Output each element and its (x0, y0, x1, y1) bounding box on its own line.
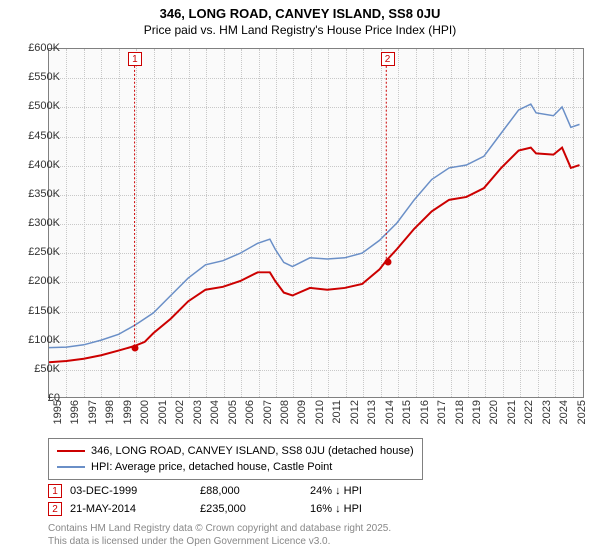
x-tick-label: 1999 (122, 400, 134, 432)
x-tick-label: 2011 (331, 400, 343, 432)
attribution-line1: Contains HM Land Registry data © Crown c… (48, 522, 391, 535)
x-tick-label: 2012 (349, 400, 361, 432)
series-line (49, 148, 580, 363)
x-tick-label: 2022 (523, 400, 535, 432)
sale-date: 03-DEC-1999 (70, 485, 200, 497)
chart-lines (49, 49, 583, 397)
attribution-line2: This data is licensed under the Open Gov… (48, 535, 391, 548)
legend-label-hpi: HPI: Average price, detached house, Cast… (91, 461, 332, 473)
sale-marker-dot (131, 344, 138, 351)
x-tick-label: 2005 (227, 400, 239, 432)
sale-marker-dot (384, 258, 391, 265)
x-tick-label: 2007 (262, 400, 274, 432)
sale-marker-box: 2 (381, 52, 395, 66)
x-tick-label: 2010 (314, 400, 326, 432)
title-line1: 346, LONG ROAD, CANVEY ISLAND, SS8 0JU (0, 6, 600, 23)
x-tick-label: 2006 (244, 400, 256, 432)
sale-index-box: 2 (48, 502, 62, 516)
x-tick-label: 2004 (209, 400, 221, 432)
x-tick-label: 2013 (366, 400, 378, 432)
x-tick-label: 2024 (558, 400, 570, 432)
x-tick-label: 1996 (69, 400, 81, 432)
sale-row: 1 03-DEC-1999 £88,000 24% ↓ HPI (48, 482, 410, 500)
x-tick-label: 2017 (436, 400, 448, 432)
x-tick-label: 2020 (488, 400, 500, 432)
x-tick-label: 2015 (401, 400, 413, 432)
x-tick-label: 2001 (157, 400, 169, 432)
x-tick-label: 2016 (419, 400, 431, 432)
title-line2: Price paid vs. HM Land Registry's House … (0, 23, 600, 39)
chart-plot-area: 12 (48, 48, 584, 398)
sale-price: £235,000 (200, 503, 310, 515)
x-tick-label: 1995 (52, 400, 64, 432)
legend: 346, LONG ROAD, CANVEY ISLAND, SS8 0JU (… (48, 438, 423, 480)
chart-title: 346, LONG ROAD, CANVEY ISLAND, SS8 0JU P… (0, 0, 600, 38)
sale-price: £88,000 (200, 485, 310, 497)
legend-swatch-hpi (57, 466, 85, 468)
x-tick-label: 2000 (139, 400, 151, 432)
sale-diff: 24% ↓ HPI (310, 485, 410, 497)
x-tick-label: 2023 (541, 400, 553, 432)
sale-row: 2 21-MAY-2014 £235,000 16% ↓ HPI (48, 500, 410, 518)
series-line (49, 104, 580, 348)
attribution: Contains HM Land Registry data © Crown c… (48, 522, 391, 548)
sales-table: 1 03-DEC-1999 £88,000 24% ↓ HPI 2 21-MAY… (48, 482, 410, 518)
x-tick-label: 2014 (384, 400, 396, 432)
x-tick-label: 2009 (296, 400, 308, 432)
legend-label-property: 346, LONG ROAD, CANVEY ISLAND, SS8 0JU (… (91, 445, 414, 457)
sale-date: 21-MAY-2014 (70, 503, 200, 515)
x-tick-label: 2008 (279, 400, 291, 432)
sale-index-box: 1 (48, 484, 62, 498)
x-tick-label: 2018 (454, 400, 466, 432)
sale-marker-box: 1 (128, 52, 142, 66)
x-tick-label: 2019 (471, 400, 483, 432)
x-tick-label: 2025 (576, 400, 588, 432)
legend-swatch-property (57, 450, 85, 452)
legend-row-hpi: HPI: Average price, detached house, Cast… (57, 459, 414, 475)
x-tick-label: 1998 (104, 400, 116, 432)
legend-row-property: 346, LONG ROAD, CANVEY ISLAND, SS8 0JU (… (57, 443, 414, 459)
sale-diff: 16% ↓ HPI (310, 503, 410, 515)
x-tick-label: 2003 (192, 400, 204, 432)
x-tick-label: 2002 (174, 400, 186, 432)
x-tick-label: 2021 (506, 400, 518, 432)
x-tick-label: 1997 (87, 400, 99, 432)
